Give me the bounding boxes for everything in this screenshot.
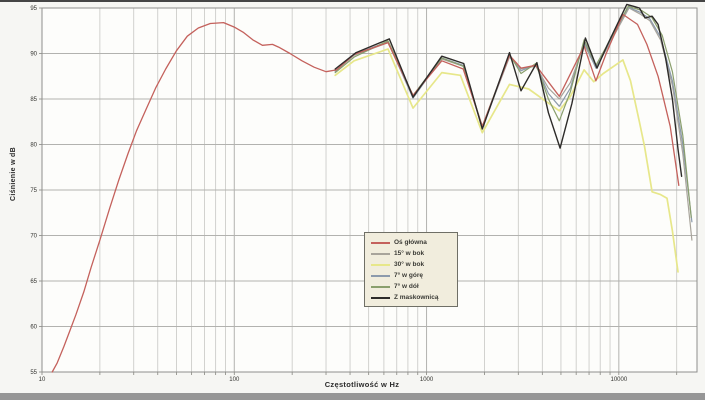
x-axis-title: Częstotliwość w Hz bbox=[324, 380, 400, 389]
y-tick-label: 75 bbox=[30, 188, 37, 194]
x-tick-label: 100 bbox=[229, 377, 240, 383]
series-curve-0 bbox=[51, 13, 680, 373]
y-tick-label: 95 bbox=[30, 6, 37, 12]
y-tick-label: 55 bbox=[30, 370, 37, 376]
legend-item: 30° w bok bbox=[371, 259, 451, 270]
legend-label: Oś główna bbox=[394, 239, 427, 246]
x-tick-label: 10 bbox=[39, 377, 46, 383]
y-tick-label: 65 bbox=[30, 279, 37, 285]
curves bbox=[51, 3, 693, 373]
legend-label: Z maskownicą bbox=[394, 294, 439, 301]
y-tick-labels: 55 60 65 70 75 80 85 90 95 bbox=[30, 6, 37, 376]
legend: Oś główna 15° w bok 30° w bok 7° w górę 7° w… bbox=[364, 232, 458, 307]
y-tick-label: 85 bbox=[30, 97, 37, 103]
y-tick-label: 90 bbox=[30, 52, 37, 58]
legend-line-swatch bbox=[371, 285, 390, 288]
legend-line-swatch bbox=[371, 241, 390, 244]
bottom-strip bbox=[0, 393, 705, 400]
y-axis-title: Ciśnienie w dB bbox=[10, 147, 17, 201]
legend-line-swatch bbox=[371, 263, 390, 266]
legend-label: 30° w bok bbox=[394, 261, 425, 268]
x-tick-labels: 10 100 1000 10000 bbox=[39, 377, 628, 383]
legend-item: 7° w dół bbox=[371, 281, 451, 292]
legend-line-swatch bbox=[371, 296, 390, 299]
legend-item: 7° w górę bbox=[371, 270, 451, 281]
legend-item: 15° w bok bbox=[371, 248, 451, 259]
legend-line-swatch bbox=[371, 252, 390, 255]
x-tick-label: 1000 bbox=[420, 377, 434, 383]
series-curve-5 bbox=[334, 3, 683, 178]
legend-item: Z maskownicą bbox=[371, 292, 451, 303]
y-tick-label: 60 bbox=[30, 325, 37, 331]
plot-frame bbox=[41, 7, 698, 373]
legend-label: 7° w górę bbox=[394, 272, 423, 279]
y-tick-label: 70 bbox=[30, 234, 37, 240]
legend-item: Oś główna bbox=[371, 237, 451, 248]
legend-label: 7° w dół bbox=[394, 283, 419, 290]
y-tick-label: 80 bbox=[30, 143, 37, 149]
legend-label: 15° w bok bbox=[394, 250, 425, 257]
series-curve-2 bbox=[334, 48, 679, 273]
top-border bbox=[0, 0, 705, 2]
legend-line-swatch bbox=[371, 274, 390, 277]
x-tick-label: 10000 bbox=[610, 377, 627, 383]
